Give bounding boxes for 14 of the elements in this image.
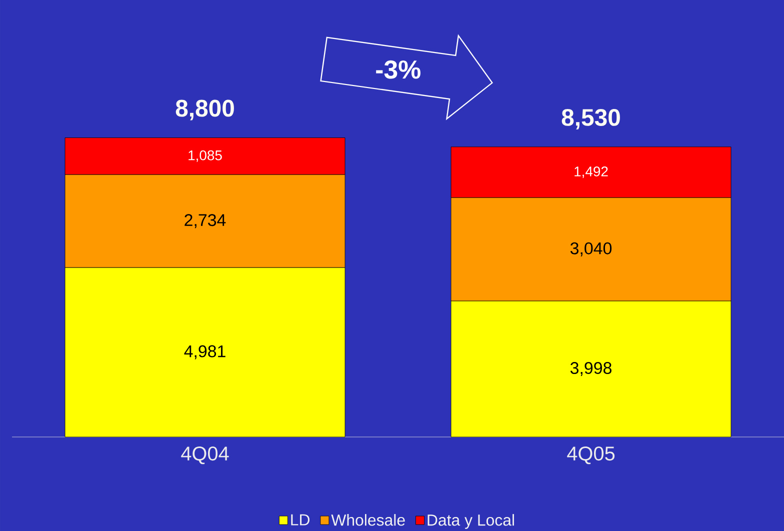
data-label: 2,734 xyxy=(184,214,226,228)
legend-label: Data y Local xyxy=(428,514,514,529)
data-label: 1,085 xyxy=(188,150,222,162)
legend-label: LD xyxy=(291,514,310,526)
data-label: 3,998 xyxy=(570,362,612,376)
total-label: 8,800 xyxy=(176,100,234,120)
legend-label: Wholesale xyxy=(331,514,405,526)
total-label: 8,530 xyxy=(562,108,620,130)
data-label: 1,492 xyxy=(574,166,608,178)
x-tick-label: 4Q05 xyxy=(567,446,615,464)
data-label: 4,981 xyxy=(184,345,226,360)
x-tick-label: 4Q04 xyxy=(181,446,229,464)
data-label: 3,040 xyxy=(570,242,612,256)
text: -3% xyxy=(376,60,420,79)
